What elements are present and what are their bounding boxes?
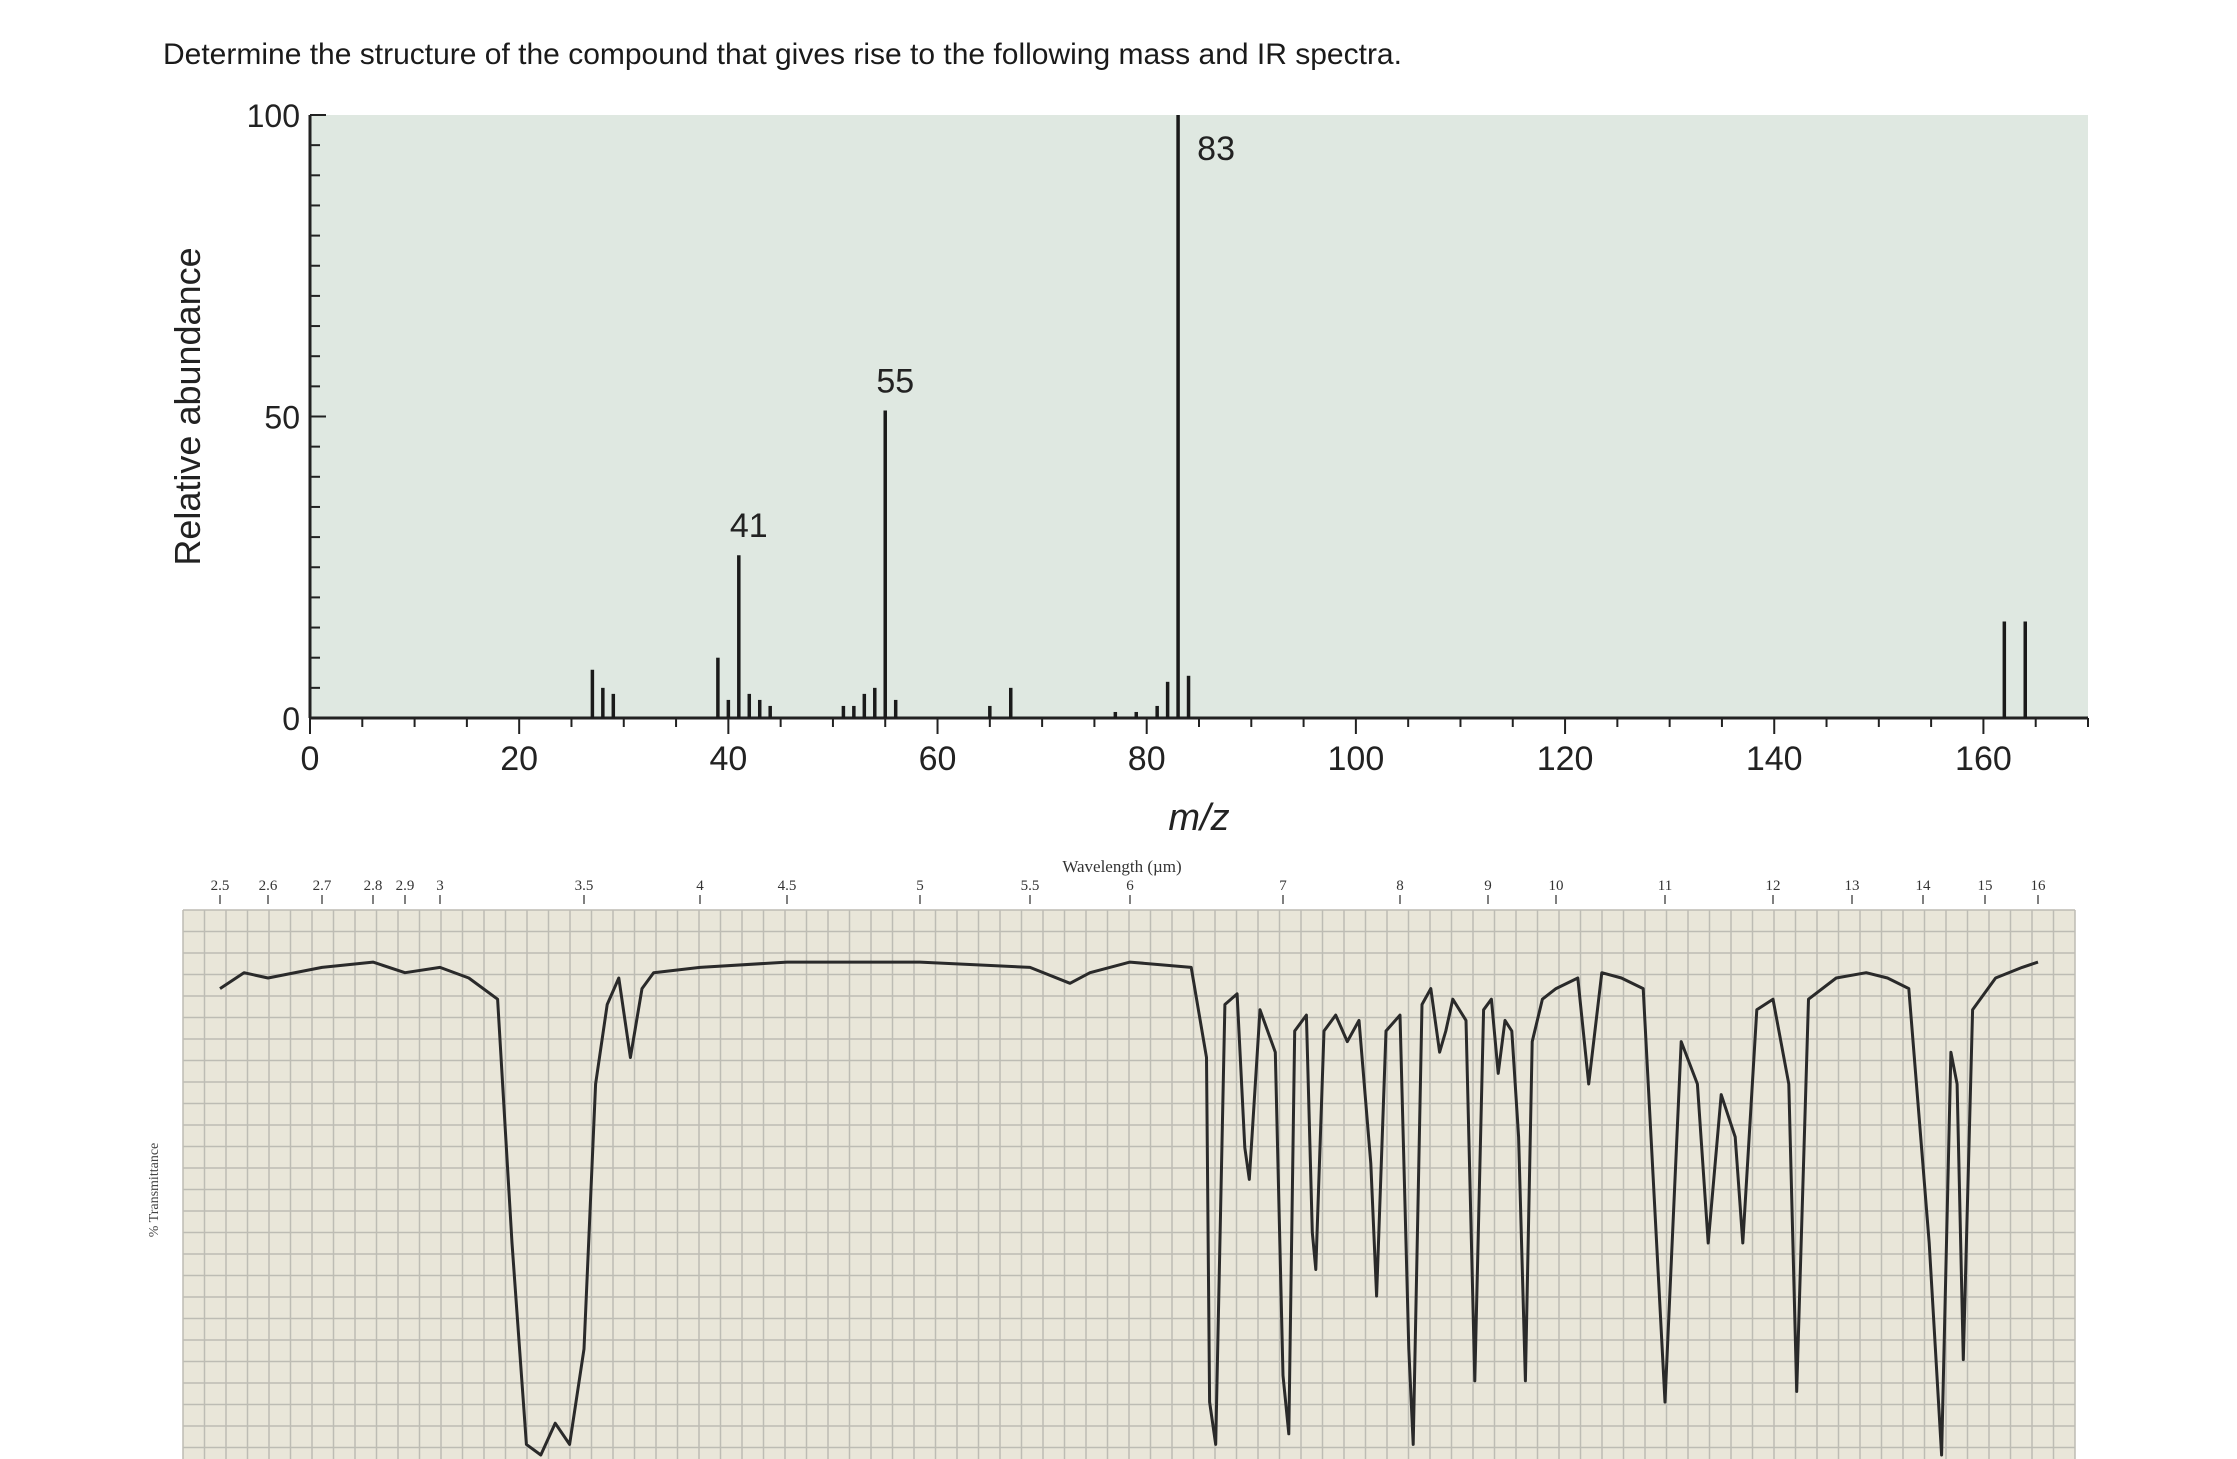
peak-label: 55 — [876, 362, 914, 400]
ir-x-tick-label: 9 — [1484, 878, 1492, 894]
ir-x-tick-label: 14 — [1916, 878, 1932, 894]
ir-x-tick-label: 5.5 — [1021, 878, 1040, 894]
y-tick-label: 50 — [264, 400, 300, 436]
x-tick-label: 140 — [1746, 740, 1803, 778]
y-axis-label: Relative abundance — [167, 247, 208, 565]
ir-x-tick-label: 8 — [1396, 878, 1404, 894]
x-tick-label: 160 — [1955, 740, 2012, 778]
peak-label: 83 — [1197, 130, 1235, 168]
x-tick-label: 40 — [709, 740, 747, 778]
ir-x-tick-label: 10 — [1549, 878, 1564, 894]
x-tick-label: 60 — [919, 740, 957, 778]
ir-x-tick-label: 2.5 — [211, 878, 230, 894]
question-text: Determine the structure of the compound … — [163, 38, 1402, 71]
ir-x-tick-label: 3 — [436, 878, 444, 894]
ir-x-tick-label: 2.7 — [313, 878, 332, 894]
ir-x-tick-label: 11 — [1658, 878, 1672, 894]
x-tick-label: 120 — [1537, 740, 1594, 778]
peak-label: 41 — [730, 507, 768, 545]
ir-x-tick-label: 16 — [2031, 878, 2047, 894]
ir-x-tick-label: 2.8 — [364, 878, 383, 894]
ir-x-tick-label: 13 — [1845, 878, 1860, 894]
ir-x-tick-label: 2.6 — [259, 878, 278, 894]
ir-x-tick-label: 2.9 — [396, 878, 415, 894]
ir-y-axis-label: % Transmittance — [147, 1143, 162, 1238]
x-axis-label: m/z — [1168, 797, 1229, 839]
x-tick-label: 20 — [500, 740, 538, 778]
y-tick-label: 100 — [247, 98, 300, 134]
ir-x-tick-label: 15 — [1978, 878, 1993, 894]
ir-x-tick-label: 5 — [916, 878, 924, 894]
ir-x-tick-label: 4.5 — [778, 878, 797, 894]
ir-x-tick-label: 3.5 — [575, 878, 594, 894]
ir-x-tick-label: 7 — [1279, 878, 1287, 894]
mass-spectrum-chart: 0 50 100 0 20 40 60 80 100 120 140 160 41 55 83 m/z Rela… — [167, 98, 2089, 839]
ir-x-tick-label: 12 — [1766, 878, 1781, 894]
ir-x-tick-label: 6 — [1126, 878, 1134, 894]
ir-spectrum-trace — [219, 960, 2039, 1457]
x-tick-label: 0 — [301, 740, 320, 778]
plot-area — [310, 115, 2088, 718]
y-tick-label: 0 — [282, 701, 300, 737]
x-tick-label: 100 — [1328, 740, 1385, 778]
x-tick-label: 80 — [1128, 740, 1166, 778]
ir-x-axis-label: Wavelength (µm) — [1062, 857, 1181, 876]
ir-x-tick-label: 4 — [696, 878, 704, 894]
